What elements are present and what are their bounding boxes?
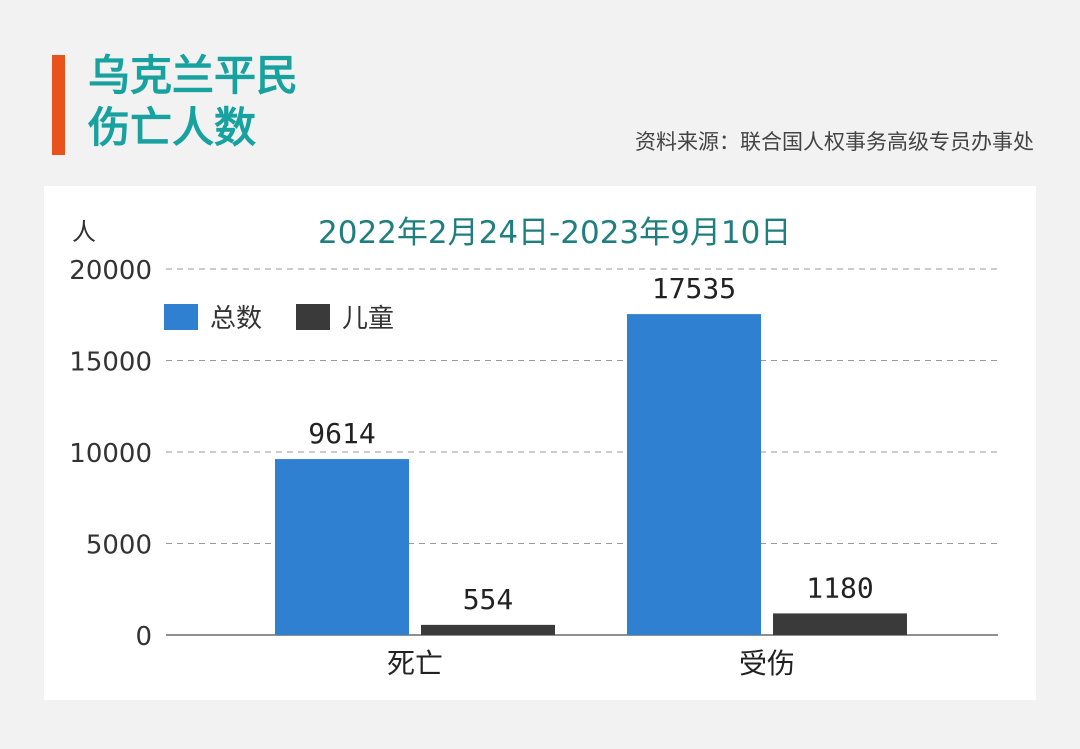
legend-swatch-children <box>296 303 331 330</box>
y-tick-label: 10000 <box>69 439 152 469</box>
legend-label-children: 儿童 <box>342 304 395 334</box>
bar <box>421 624 555 635</box>
data-label: 554 <box>463 583 514 616</box>
chart-date-range: 2022年2月24日-2023年9月10日 <box>318 215 792 251</box>
y-axis-unit-label: 人 <box>72 218 96 246</box>
title-accent-bar <box>52 55 65 155</box>
y-tick-label: 5000 <box>86 531 152 561</box>
bar <box>773 613 907 635</box>
source-note: 资料来源：联合国人权事务高级专员办事处 <box>635 130 1034 154</box>
page-title: 乌克兰平民 伤亡人数 <box>88 50 298 154</box>
x-tick-label: 受伤 <box>739 647 795 680</box>
title-line-2: 伤亡人数 <box>88 103 257 152</box>
legend-item-total: 总数 <box>164 298 262 335</box>
legend-swatch-total <box>164 303 198 330</box>
legend-item-children: 儿童 <box>296 298 394 335</box>
y-tick-label: 0 <box>135 622 152 652</box>
data-label: 9614 <box>308 417 375 450</box>
legend-label-total: 总数 <box>210 304 263 334</box>
data-label: 1180 <box>806 571 873 604</box>
bar <box>627 314 761 635</box>
bar <box>275 459 409 635</box>
y-tick-label: 15000 <box>69 348 152 378</box>
x-tick-label: 死亡 <box>387 647 443 680</box>
y-tick-label: 20000 <box>69 256 152 286</box>
title-line-1: 乌克兰平民 <box>88 51 299 100</box>
chart-legend: 总数 儿童 <box>164 298 428 335</box>
data-label: 17535 <box>652 272 736 305</box>
